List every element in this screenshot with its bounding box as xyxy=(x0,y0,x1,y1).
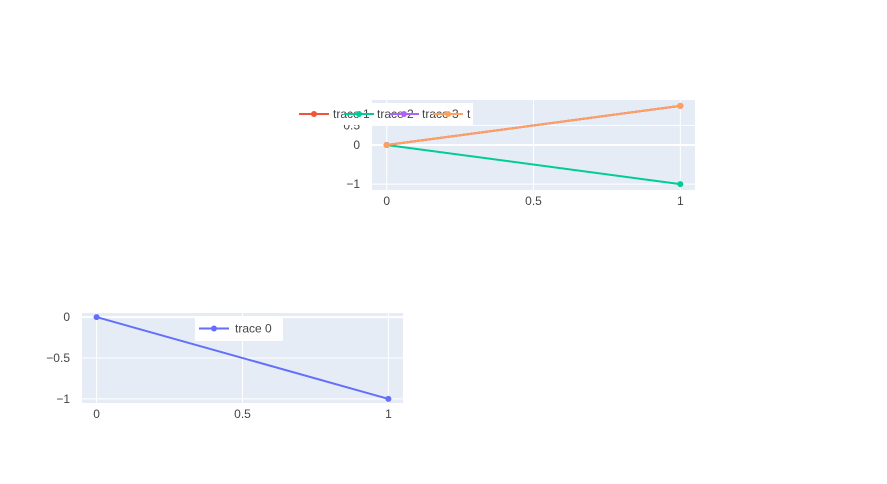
y-tick-label: −1 xyxy=(56,392,70,406)
legend-swatch-marker xyxy=(311,111,317,117)
series-line xyxy=(386,104,681,146)
legend-swatch-marker xyxy=(211,325,217,332)
series-0 xyxy=(93,314,392,402)
x-tick-label: 0.5 xyxy=(525,194,542,208)
legend-label: t xyxy=(467,107,471,121)
data-point xyxy=(677,181,684,188)
legend-label: trace 0 xyxy=(235,322,272,336)
data-point xyxy=(385,395,392,402)
series-line xyxy=(386,144,681,186)
y-tick-label: 0 xyxy=(353,138,360,152)
x-tick-label: 0 xyxy=(93,407,100,421)
legend-swatch-marker xyxy=(356,111,362,117)
series-line xyxy=(96,316,389,400)
data-point xyxy=(93,314,100,321)
legend-background xyxy=(297,103,473,125)
x-tick-label: 0.5 xyxy=(234,407,251,421)
legend-item: t xyxy=(433,107,471,121)
legend-item: trace 0 xyxy=(199,322,272,336)
y-tick-label: 0 xyxy=(63,310,70,324)
legend-swatch-marker xyxy=(445,111,451,117)
x-tick-label: 1 xyxy=(385,407,392,421)
legend-swatch-marker xyxy=(401,111,407,117)
data-point xyxy=(383,142,390,148)
y-tick-label: −1 xyxy=(346,177,360,191)
data-point xyxy=(677,102,684,109)
x-tick-label: 0 xyxy=(383,194,390,208)
x-tick-label: 1 xyxy=(677,194,684,208)
bottom-chart: 0 0.5 1 0 −0.5 −1 trace 0 xyxy=(46,310,403,421)
legend: trace 0 xyxy=(195,316,283,341)
y-tick-label: −0.5 xyxy=(46,351,70,365)
series-3 xyxy=(383,102,684,148)
